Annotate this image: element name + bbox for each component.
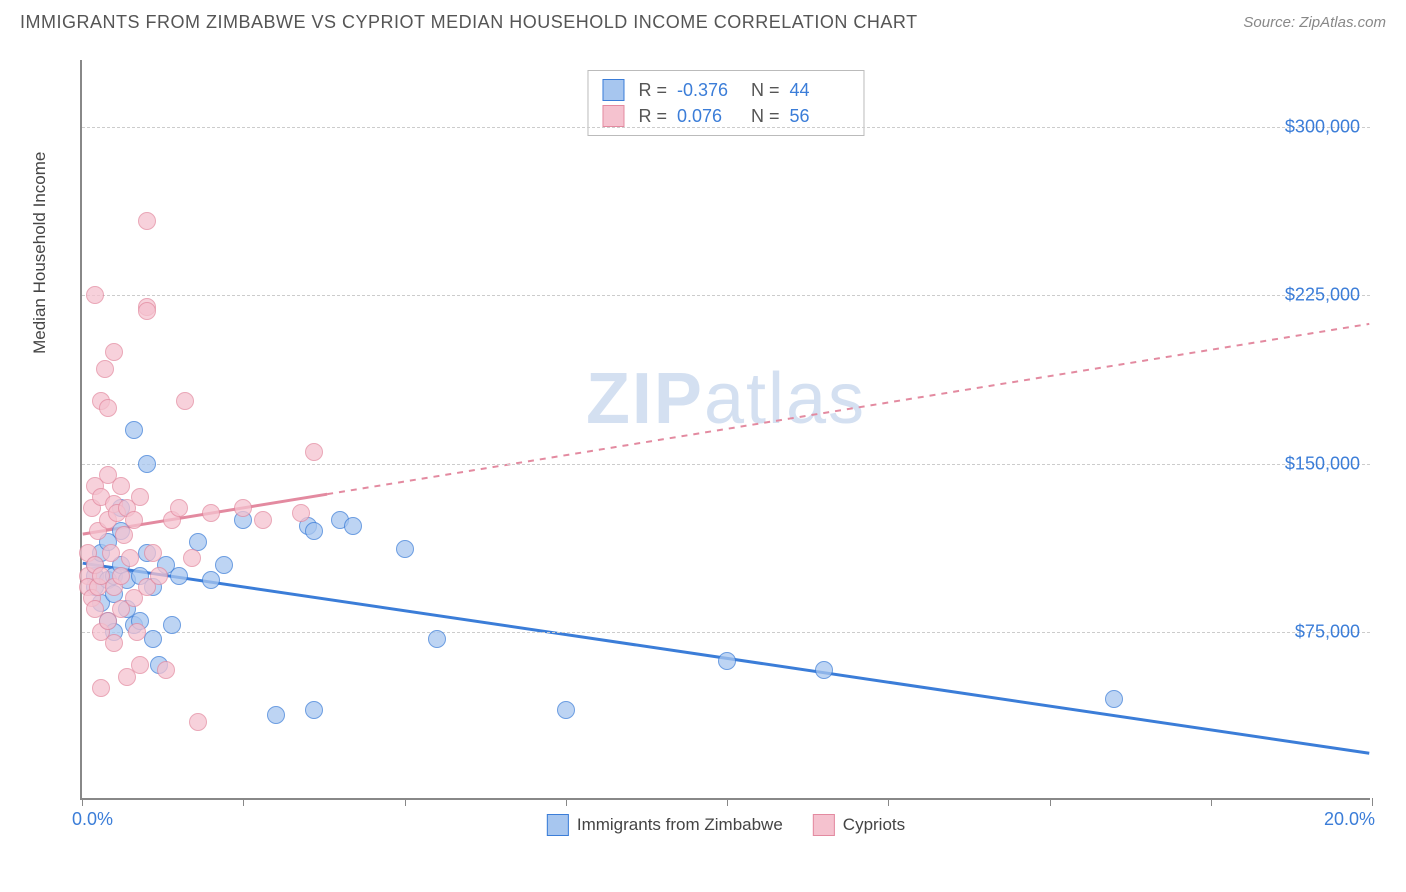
data-point [125,421,143,439]
y-axis-label: Median Household Income [30,152,50,354]
source-attribution: Source: ZipAtlas.com [1243,14,1386,31]
data-point [718,652,736,670]
y-tick-label: $300,000 [1285,117,1360,138]
trend-lines-layer [82,60,1370,798]
r-value: 0.076 [677,106,737,127]
data-point [86,286,104,304]
data-point [202,571,220,589]
data-point [115,526,133,544]
data-point [396,540,414,558]
n-value: 56 [790,106,850,127]
data-point [344,517,362,535]
data-point [138,455,156,473]
data-point [144,544,162,562]
data-point [144,630,162,648]
source-prefix: Source: [1243,14,1299,31]
data-point [1105,690,1123,708]
data-point [557,701,575,719]
data-point [92,679,110,697]
data-point [292,504,310,522]
legend-swatch [813,814,835,836]
gridline [82,632,1370,633]
data-point [305,443,323,461]
gridline [82,127,1370,128]
legend-label: Immigrants from Zimbabwe [577,815,783,835]
n-label: N = [751,80,780,101]
trend-line-dashed [327,324,1369,494]
stats-legend-box: R = -0.376 N = 44 R = 0.076 N = 56 [587,70,864,136]
r-value: -0.376 [677,80,737,101]
legend-label: Cypriots [843,815,905,835]
x-tick [727,798,728,806]
data-point [170,499,188,517]
legend-swatch [602,79,624,101]
data-point [163,616,181,634]
x-axis-min-label: 0.0% [72,809,113,830]
data-point [131,656,149,674]
plot-area: ZIPatlas R = -0.376 N = 44R = 0.076 N = 56 0.0… [80,60,1370,800]
data-point [305,522,323,540]
data-point [138,212,156,230]
data-point [128,623,146,641]
x-tick [1050,798,1051,806]
n-label: N = [751,106,780,127]
watermark-bold: ZIP [586,359,704,439]
x-axis-max-label: 20.0% [1324,809,1375,830]
x-tick [82,798,83,806]
y-tick-label: $225,000 [1285,285,1360,306]
data-point [112,477,130,495]
data-point [183,549,201,567]
x-tick [1372,798,1373,806]
r-label: R = [638,80,667,101]
data-point [176,392,194,410]
stats-legend-row: R = 0.076 N = 56 [602,103,849,129]
x-tick [405,798,406,806]
chart-header: IMMIGRANTS FROM ZIMBABWE VS CYPRIOT MEDI… [0,0,1406,41]
data-point [234,499,252,517]
data-point [170,567,188,585]
watermark-rest: atlas [704,359,866,439]
r-label: R = [638,106,667,127]
data-point [189,713,207,731]
gridline [82,464,1370,465]
data-point [112,567,130,585]
data-point [215,556,233,574]
x-tick [566,798,567,806]
watermark: ZIPatlas [586,358,866,440]
chart-title: IMMIGRANTS FROM ZIMBABWE VS CYPRIOT MEDI… [20,12,918,33]
stats-legend-row: R = -0.376 N = 44 [602,77,849,103]
legend-item: Cypriots [813,814,905,836]
scatter-chart: Median Household Income ZIPatlas R =-0.3… [50,50,1390,840]
data-point [96,360,114,378]
legend-swatch [547,814,569,836]
data-point [157,661,175,679]
x-tick [1211,798,1212,806]
data-point [428,630,446,648]
data-point [125,511,143,529]
legend-swatch [602,105,624,127]
y-tick-label: $150,000 [1285,453,1360,474]
data-point [99,399,117,417]
x-tick [243,798,244,806]
series-legend: Immigrants from Zimbabwe Cypriots [547,814,905,836]
legend-item: Immigrants from Zimbabwe [547,814,783,836]
x-tick [888,798,889,806]
data-point [254,511,272,529]
gridline [82,295,1370,296]
n-value: 44 [790,80,850,101]
data-point [131,488,149,506]
data-point [121,549,139,567]
data-point [102,544,120,562]
y-tick-label: $75,000 [1295,621,1360,642]
data-point [150,567,168,585]
data-point [305,701,323,719]
data-point [267,706,285,724]
data-point [105,634,123,652]
data-point [815,661,833,679]
source-name: ZipAtlas.com [1299,14,1386,31]
data-point [202,504,220,522]
data-point [138,302,156,320]
data-point [105,343,123,361]
